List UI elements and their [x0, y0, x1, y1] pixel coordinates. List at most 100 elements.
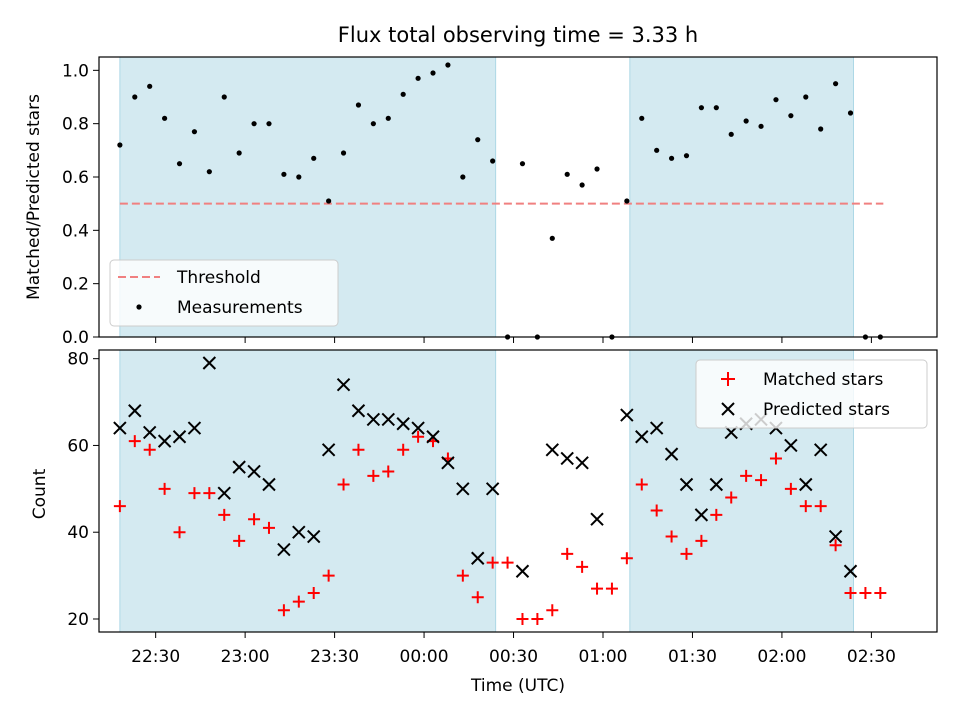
- matched-star-point: [173, 526, 186, 539]
- matched-star-point: [471, 591, 484, 604]
- predicted-star-point: [142, 425, 157, 440]
- axes-frame: [98, 56, 938, 338]
- predicted-star-point: [635, 430, 649, 444]
- measurement-point: [475, 137, 481, 143]
- predicted-star-point: [128, 404, 142, 418]
- predicted-star-point: [411, 421, 425, 435]
- predicted-star-point: [709, 477, 724, 492]
- measurement-point: [519, 161, 526, 167]
- measurement-point: [266, 121, 272, 127]
- matched-star-point: [605, 582, 618, 595]
- bottom-xlabel: Time (UTC): [470, 676, 565, 696]
- matched-star-point: [531, 612, 544, 625]
- predicted-star-point: [590, 512, 604, 526]
- matched-star-point: [874, 586, 887, 599]
- predicted-star-point: [471, 551, 485, 565]
- matched-star-point: [755, 474, 768, 487]
- x-tick-label: 22:30: [131, 647, 180, 667]
- measurement-point: [311, 155, 317, 161]
- x-tick-label: 01:30: [668, 647, 717, 667]
- y-tick-label: 20: [67, 610, 89, 630]
- predicted-star-point: [232, 460, 246, 474]
- predicted-star-point: [292, 525, 306, 539]
- measurement-point: [251, 121, 257, 127]
- measurement-point: [549, 235, 555, 241]
- matched-star-point: [576, 560, 589, 573]
- measurement-point: [191, 129, 198, 135]
- matched-star-point: [218, 508, 231, 521]
- predicted-star-point: [277, 542, 291, 557]
- top-legend-box: [109, 259, 339, 327]
- measurement-point: [713, 105, 719, 111]
- predicted-star-point: [187, 421, 202, 435]
- bottom-axes: 20 40 60 80 22:30 23:00 23:30 00:00 00:30 01:00 01…: [67, 349, 938, 667]
- predicted-star-point: [456, 482, 470, 496]
- measurement-point: [385, 115, 391, 121]
- measurement-point: [668, 155, 675, 161]
- predicted-star-point: [515, 564, 530, 578]
- matched-star-point: [337, 478, 350, 491]
- matched-star-point: [561, 547, 574, 560]
- matched-star-point: [784, 482, 797, 495]
- measurement-point: [490, 158, 496, 164]
- measurement-point: [847, 110, 854, 116]
- matched-star-point: [799, 500, 812, 513]
- predicted-star-point: [247, 464, 261, 479]
- x-tick-label: 00:00: [400, 647, 449, 667]
- measurement-point: [326, 198, 332, 204]
- measurement-point: [624, 198, 630, 204]
- top-axes: 0.0 0.2 0.4 0.6 0.8 1.0: [62, 56, 938, 348]
- matched-star-point: [650, 504, 663, 517]
- measurement-point: [758, 123, 764, 129]
- matched-star-point: [620, 552, 633, 565]
- x-tick-label: 23:30: [310, 647, 359, 667]
- y-tick-label: 40: [67, 523, 89, 543]
- measurement-point: [743, 118, 749, 124]
- predicted-star-point: [217, 486, 231, 500]
- x-tick-label: 23:00: [221, 647, 270, 667]
- matched-star-point: [635, 478, 648, 491]
- matched-star-point: [113, 500, 126, 513]
- matched-star-point: [262, 521, 275, 534]
- predicted-star-point: [157, 434, 172, 448]
- legend-predicted-label: Predicted stars: [763, 400, 890, 420]
- chart-title: Flux total observing time = 3.33 h: [338, 23, 698, 47]
- y-tick-label: 60: [67, 436, 89, 456]
- measurement-point: [340, 150, 347, 156]
- shaded-interval: [629, 57, 854, 337]
- legend-matched-label: Matched stars: [763, 370, 883, 390]
- matched-star-point: [591, 582, 604, 595]
- predicted-star-point: [307, 529, 321, 544]
- y-tick-label: 0.8: [62, 115, 89, 135]
- predicted-star-point: [828, 529, 843, 544]
- measurement-point: [162, 115, 168, 121]
- predicted-star-point: [262, 477, 276, 492]
- measurement-point: [355, 102, 362, 108]
- measurement-point: [579, 182, 585, 188]
- matched-star-point: [740, 469, 753, 482]
- predicted-star-point: [366, 412, 381, 427]
- x-tick-label: 00:30: [489, 647, 538, 667]
- measurement-point: [728, 131, 734, 137]
- measurement-point: [803, 94, 809, 100]
- bottom-legend: Matched stars Predicted stars: [695, 359, 928, 429]
- matched-star-point: [352, 443, 365, 456]
- predicted-star-point: [694, 508, 709, 522]
- predicted-star-point: [545, 443, 560, 457]
- measurement-point: [833, 81, 839, 87]
- predicted-star-point: [381, 412, 395, 427]
- measurement-point: [460, 174, 466, 180]
- matched-star-point: [859, 586, 872, 599]
- matched-star-point: [292, 595, 305, 608]
- measurement-point: [430, 70, 436, 76]
- measurement-point: [147, 83, 153, 89]
- x-tick-label: 02:30: [847, 647, 896, 667]
- axes-frame: [98, 349, 938, 633]
- x-tick-label: 02:00: [757, 647, 806, 667]
- matched-star-point: [710, 508, 723, 521]
- legend-measurements-swatch: [136, 304, 142, 310]
- y-tick-label: 0.4: [62, 221, 89, 241]
- predicted-star-point: [172, 430, 187, 444]
- bottom-legend-box: [695, 359, 928, 429]
- measurement-point: [445, 62, 451, 68]
